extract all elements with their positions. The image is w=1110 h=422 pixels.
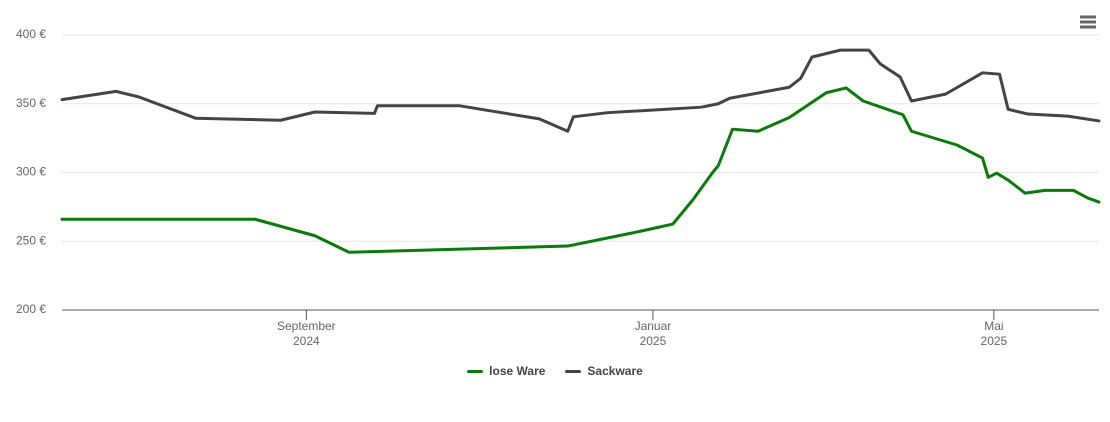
y-tick-label: 350 € [16, 96, 46, 110]
legend-label: lose Ware [489, 364, 546, 378]
legend-item[interactable]: Sackware [565, 364, 643, 378]
legend: lose Ware Sackware [0, 364, 1110, 378]
x-tick-label: Mai 2025 [980, 319, 1008, 348]
series-line [60, 86, 1101, 254]
legend-item[interactable]: lose Ware [467, 364, 545, 378]
legend-swatch [565, 369, 582, 373]
y-tick-label: 250 € [16, 233, 46, 247]
y-tick-label: 300 € [16, 165, 46, 179]
y-tick-label: 200 € [16, 302, 46, 316]
legend-swatch [467, 369, 484, 373]
y-tick-label: 400 € [16, 27, 46, 41]
series-line [60, 48, 1101, 133]
x-tick-label: September 2024 [276, 319, 336, 348]
x-tick-label: Januar 2025 [634, 319, 672, 348]
menu-button[interactable] [1078, 14, 1098, 32]
grid: 200 € 250 € 300 € 350 € 400 € [16, 27, 1099, 320]
legend-label: Sackware [587, 364, 643, 378]
